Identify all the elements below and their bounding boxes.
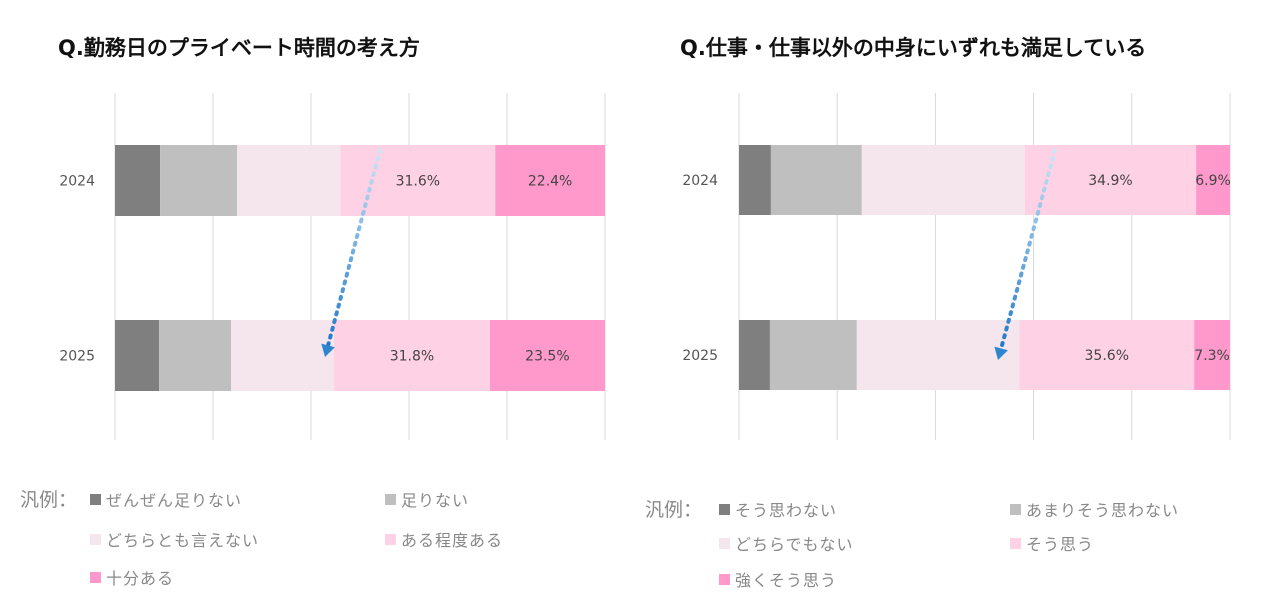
legend-item: ある程度ある: [385, 527, 503, 551]
year-label: 2025: [682, 348, 718, 364]
left-chart-title: Q.勤務日のプライベート時間の考え方: [58, 36, 420, 60]
legend-item: 十分ある: [90, 565, 174, 589]
legend-swatch: [1010, 503, 1021, 515]
data-label: 31.8%: [390, 349, 434, 365]
trend-arrow-line: [999, 148, 1057, 351]
legend-swatch: [385, 533, 396, 545]
bar-segment: [739, 320, 770, 390]
legend-item: あまりそう思わない: [1010, 497, 1179, 521]
bar-segment: [856, 320, 1020, 390]
legend-swatch: [90, 571, 101, 583]
trend-arrow-line: [326, 148, 382, 348]
bar-segment: [770, 145, 862, 215]
right-chart-title: Q.仕事・仕事以外の中身にいずれも満足している: [680, 36, 1147, 60]
legend-label: そう思わない: [735, 501, 838, 520]
legend-item: 強くそう思う: [719, 567, 837, 591]
bar-segment: [1194, 320, 1230, 390]
legend-item: そう思う: [1010, 531, 1094, 555]
data-label: 35.6%: [1085, 348, 1129, 364]
data-label: 23.5%: [525, 349, 569, 365]
left-legend-title: 汎例：: [20, 489, 78, 511]
bar-segment: [115, 145, 161, 216]
legend-label: ぜんぜん足りない: [106, 491, 243, 510]
legend-swatch: [385, 493, 396, 505]
bar-segment: [334, 320, 490, 391]
year-label: 2024: [682, 173, 718, 189]
arrow-head-icon: [321, 343, 335, 357]
data-label: 6.9%: [1195, 173, 1231, 189]
legend-swatch: [90, 493, 101, 505]
bar-segment: [1019, 320, 1195, 390]
data-label: 31.6%: [396, 174, 440, 190]
right-legend-title: 汎例：: [645, 499, 703, 521]
bar-segment: [489, 320, 605, 391]
legend-item: どちらとも言えない: [90, 527, 259, 551]
legend-label: どちらとも言えない: [106, 531, 260, 550]
arrow-head-icon: [994, 346, 1008, 360]
bar-segment: [495, 145, 605, 216]
bar-segment: [739, 145, 771, 215]
legend-label: 強くそう思う: [735, 571, 838, 590]
legend-label: ある程度ある: [401, 531, 504, 550]
year-label: 2024: [59, 174, 95, 190]
legend-swatch: [719, 537, 730, 549]
bar-segment: [159, 320, 232, 391]
bar-segment: [231, 320, 335, 391]
legend-swatch: [719, 573, 730, 585]
bar-segment: [861, 145, 1025, 215]
legend-label: 十分ある: [106, 569, 175, 588]
bar-segment: [160, 145, 238, 216]
legend-item: そう思わない: [719, 497, 837, 521]
bar-segment: [1196, 145, 1230, 215]
legend-label: 足りない: [401, 491, 470, 510]
data-label: 22.4%: [528, 174, 572, 190]
data-label: 34.9%: [1088, 173, 1132, 189]
legend-label: あまりそう思わない: [1026, 501, 1180, 520]
legend-swatch: [719, 503, 730, 515]
legend-label: そう思う: [1026, 535, 1095, 554]
legend-item: ぜんぜん足りない: [90, 487, 242, 511]
charts-canvas: 2024 31.6% 22.4% 2025 31.8% 23.5% 2024 34.9% 6.9…: [59, 93, 1231, 440]
year-label: 2025: [59, 349, 95, 365]
bar-segment: [115, 320, 160, 391]
legend-item: どちらでもない: [719, 531, 854, 555]
bar-segment: [769, 320, 857, 390]
legend-item: 足りない: [385, 487, 469, 511]
legend-swatch: [1010, 537, 1021, 549]
legend-label: どちらでもない: [735, 535, 854, 554]
legend-swatch: [90, 533, 101, 545]
bar-segment: [237, 145, 341, 216]
data-label: 7.3%: [1194, 348, 1230, 364]
